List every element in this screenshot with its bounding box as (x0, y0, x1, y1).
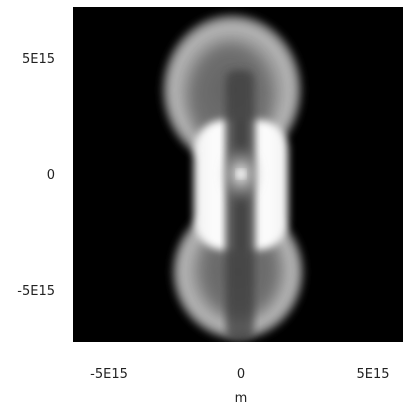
x-tick-label: -5E15 (90, 367, 128, 382)
y-tick-label: 0 (47, 168, 55, 183)
x-axis: -5E15 0 5E15 (90, 367, 389, 382)
core-point (237, 170, 245, 178)
y-axis: 5E15 0 -5E15 (17, 52, 55, 299)
y-tick-label: 5E15 (22, 52, 55, 67)
heatmap-image (162, 14, 304, 340)
x-tick-label: 0 (237, 367, 245, 382)
central-dark-column (226, 70, 254, 340)
x-axis-label: m (235, 391, 248, 406)
y-tick-label: -5E15 (17, 284, 55, 299)
x-tick-label: 5E15 (356, 367, 389, 382)
